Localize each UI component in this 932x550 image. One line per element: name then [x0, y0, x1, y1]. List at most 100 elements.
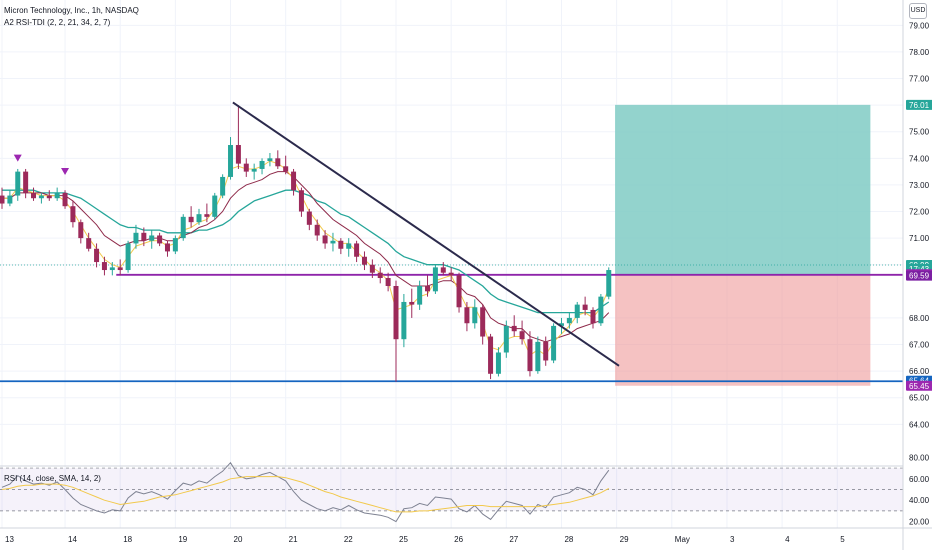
- candle: [503, 320, 509, 358]
- candle: [141, 227, 147, 247]
- candle: [204, 203, 210, 223]
- candle: [101, 256, 107, 276]
- candle-body: [566, 317, 572, 324]
- candle: [472, 299, 478, 329]
- candle-body: [243, 163, 249, 172]
- price-tick-label: 79.00: [909, 21, 930, 30]
- rsi-ma-line: [1, 476, 610, 513]
- candle-body: [164, 243, 170, 252]
- candle: [354, 240, 360, 263]
- candle: [314, 219, 320, 241]
- candle-body: [417, 286, 423, 305]
- candle-body: [385, 278, 391, 286]
- candle-body: [220, 176, 226, 196]
- candle-body: [598, 296, 604, 324]
- sell-signal-icon: [13, 154, 22, 162]
- candle-body: [157, 235, 163, 244]
- candle: [385, 272, 391, 292]
- time-tick-label: 22: [344, 535, 353, 544]
- sell-signal-icon: [61, 167, 70, 175]
- time-tick-label: May: [675, 535, 690, 544]
- candle-body: [7, 195, 13, 204]
- time-tick-label: 13: [5, 535, 14, 544]
- time-tick-label: 18: [123, 535, 132, 544]
- time-tick-label: 26: [454, 535, 463, 544]
- candle-body: [472, 307, 478, 324]
- candle: [369, 259, 375, 279]
- rsi-tick-label: 20.00: [909, 518, 930, 527]
- candle: [306, 208, 312, 231]
- candle: [283, 155, 289, 175]
- symbol-title[interactable]: Micron Technology, Inc., 1h, NASDAQ: [4, 6, 139, 15]
- candle: [133, 224, 139, 249]
- time-tick-label: 5: [840, 535, 845, 544]
- rsi-line: [1, 461, 610, 523]
- candle-body: [582, 304, 588, 310]
- candle-body: [149, 235, 155, 241]
- candle-body: [267, 158, 273, 161]
- candle-body: [464, 307, 470, 324]
- candle: [543, 336, 549, 366]
- price-tag-label: 69.59: [909, 272, 930, 281]
- candle-body: [425, 286, 431, 292]
- candle-body: [38, 195, 44, 199]
- candle: [432, 264, 438, 294]
- candle: [566, 312, 572, 329]
- candle-body: [283, 166, 289, 172]
- candle: [291, 168, 297, 196]
- price-tick-label: 66.00: [909, 367, 930, 376]
- candle-body: [62, 192, 68, 207]
- candle-body: [23, 171, 29, 193]
- candle: [70, 200, 76, 228]
- candle: [425, 275, 431, 297]
- candle-body: [527, 339, 533, 372]
- candle: [598, 293, 604, 326]
- candle-body: [172, 238, 178, 252]
- candle: [23, 168, 29, 199]
- candle-body: [259, 160, 265, 169]
- rsi-legend[interactable]: RSI (14, close, SMA, 14, 2): [4, 474, 101, 483]
- candle: [527, 331, 533, 377]
- candle-body: [543, 341, 549, 361]
- price-tick-label: 65.00: [909, 394, 930, 403]
- candle-body: [511, 325, 517, 332]
- candle: [220, 174, 226, 199]
- candle: [519, 320, 525, 345]
- candle-body: [432, 267, 438, 292]
- candle-body: [141, 232, 147, 241]
- price-tick-label: 73.00: [909, 181, 930, 190]
- candle: [582, 296, 588, 316]
- candle: [188, 206, 194, 228]
- candle: [346, 238, 352, 257]
- candle-body: [314, 224, 320, 236]
- candle: [149, 230, 155, 249]
- candle-body: [15, 171, 21, 196]
- candle: [590, 307, 596, 329]
- candle-body: [204, 214, 210, 217]
- candle-body: [78, 222, 84, 239]
- candle: [417, 280, 423, 310]
- candle: [172, 235, 178, 255]
- stop-zone: [615, 274, 871, 386]
- candle: [393, 280, 399, 382]
- indicator-legend[interactable]: A2 RSI-TDI (2, 2, 21, 34, 2, 7): [4, 18, 111, 27]
- candle: [31, 187, 37, 201]
- candle: [409, 288, 415, 318]
- candle-body: [94, 248, 100, 263]
- currency-button[interactable]: USD: [909, 3, 927, 19]
- candle: [54, 187, 60, 201]
- time-tick-label: 28: [564, 535, 573, 544]
- candle-body: [590, 309, 596, 324]
- time-tick-label: 20: [234, 535, 243, 544]
- candle-body: [31, 192, 37, 199]
- candle: [38, 192, 44, 204]
- candle: [251, 163, 257, 180]
- candle-body: [322, 235, 328, 244]
- price-tag: [906, 270, 932, 281]
- time-tick-label: 29: [620, 535, 629, 544]
- candle-body: [251, 168, 257, 172]
- candle-body: [361, 256, 367, 265]
- candle-body: [401, 301, 407, 340]
- time-tick-label: 21: [289, 535, 298, 544]
